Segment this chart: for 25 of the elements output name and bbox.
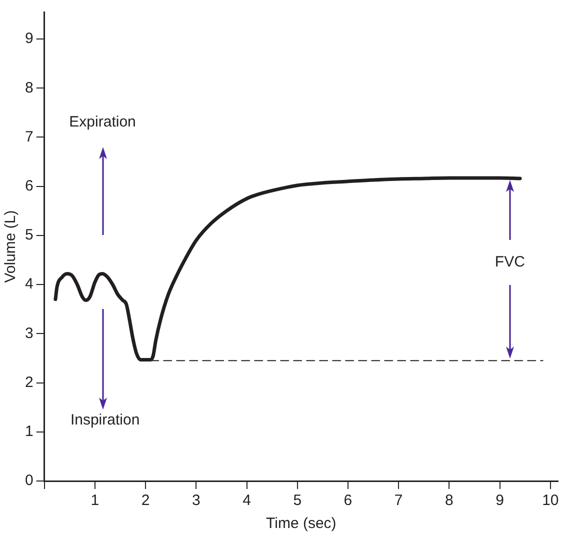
y-tick-label: 0	[25, 472, 34, 490]
y-tick-label: 6	[25, 177, 34, 194]
x-tick-label: 9	[496, 492, 504, 510]
x-tick-label: 10	[542, 492, 559, 510]
y-tick-label: 5	[25, 226, 34, 244]
x-tick-label: 5	[293, 492, 302, 510]
y-tick-label: 2	[25, 374, 34, 391]
x-tick-label: 8	[445, 492, 454, 510]
x-tick-label: 7	[394, 492, 403, 510]
x-tick-label: 6	[344, 492, 352, 510]
y-tick-label: 7	[25, 128, 34, 146]
x-tick-label: 1	[90, 492, 100, 510]
x-axis-title: Time (sec)	[266, 515, 336, 532]
annotation: Expiration	[69, 114, 136, 131]
y-tick-label: 9	[25, 30, 34, 48]
y-axis-title: Volume (L)	[2, 210, 20, 283]
x-tick-label: 3	[192, 492, 200, 510]
annotation: FVC	[494, 254, 525, 271]
y-tick-label: 3	[25, 324, 34, 342]
x-tick-label: 2	[141, 492, 150, 510]
annotation: Inspiration	[70, 411, 140, 428]
y-tick-label: 8	[25, 79, 34, 96]
x-tick-label: 4	[242, 492, 251, 510]
y-tick-label: 4	[25, 276, 34, 293]
y-tick-label: 1	[25, 423, 34, 440]
